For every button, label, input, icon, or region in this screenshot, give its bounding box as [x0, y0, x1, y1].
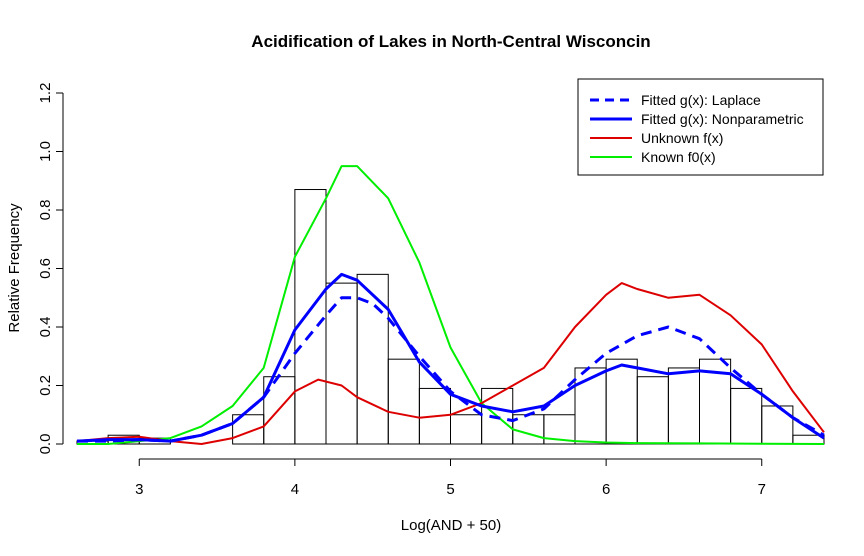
x-tick-label: 7 [758, 481, 766, 498]
histogram-bar [730, 387, 763, 445]
x-tick-label: 6 [602, 481, 610, 498]
y-tick-label: 0.2 [37, 375, 54, 396]
histogram-bar [605, 358, 638, 445]
x-tick-label: 4 [291, 481, 299, 498]
y-axis-label: Relative Frequency [6, 203, 23, 333]
series-line-fitted-g-x-laplace [77, 296, 825, 443]
histogram-bar [636, 376, 669, 445]
histogram-bar [325, 282, 358, 445]
x-axis-label: Log(AND + 50) [401, 517, 501, 534]
legend-label-fitted-g-x-nonparametric: Fitted g(x): Nonparametric [641, 111, 804, 127]
series-line-known-f0-x [77, 165, 825, 445]
y-tick-label: 0.6 [37, 258, 54, 279]
histogram-bar [387, 358, 420, 445]
histogram-bar [450, 414, 483, 445]
y-tick-label: 1.2 [37, 83, 54, 104]
y-tick-label: 0.4 [37, 317, 54, 338]
series-line-unknown-f-x [76, 282, 825, 445]
axes: 3 4 5 6 7 0.0 0.2 0.4 0.6 0.8 1.0 1.2 [37, 83, 766, 498]
chart-title: Acidification of Lakes in North-Central … [251, 32, 650, 51]
histogram-bar [667, 367, 700, 445]
x-tick-label: 3 [135, 481, 143, 498]
x-tick-label: 5 [446, 481, 454, 498]
histogram-bars [76, 189, 825, 445]
legend-label-fitted-g-x-laplace: Fitted g(x): Laplace [641, 92, 761, 108]
series-lines [76, 165, 825, 445]
legend-box [577, 78, 824, 176]
y-tick-label: 1.0 [37, 141, 54, 162]
legend: Fitted g(x): Laplace Fitted g(x): Nonpara… [577, 78, 824, 176]
y-tick-label: 0.8 [37, 200, 54, 221]
legend-label-known-f0-x: Known f0(x) [641, 149, 716, 165]
y-tick-label: 0.0 [37, 434, 54, 455]
legend-label-unknown-f-x: Unknown f(x) [641, 130, 723, 146]
histogram-bar [761, 405, 794, 445]
